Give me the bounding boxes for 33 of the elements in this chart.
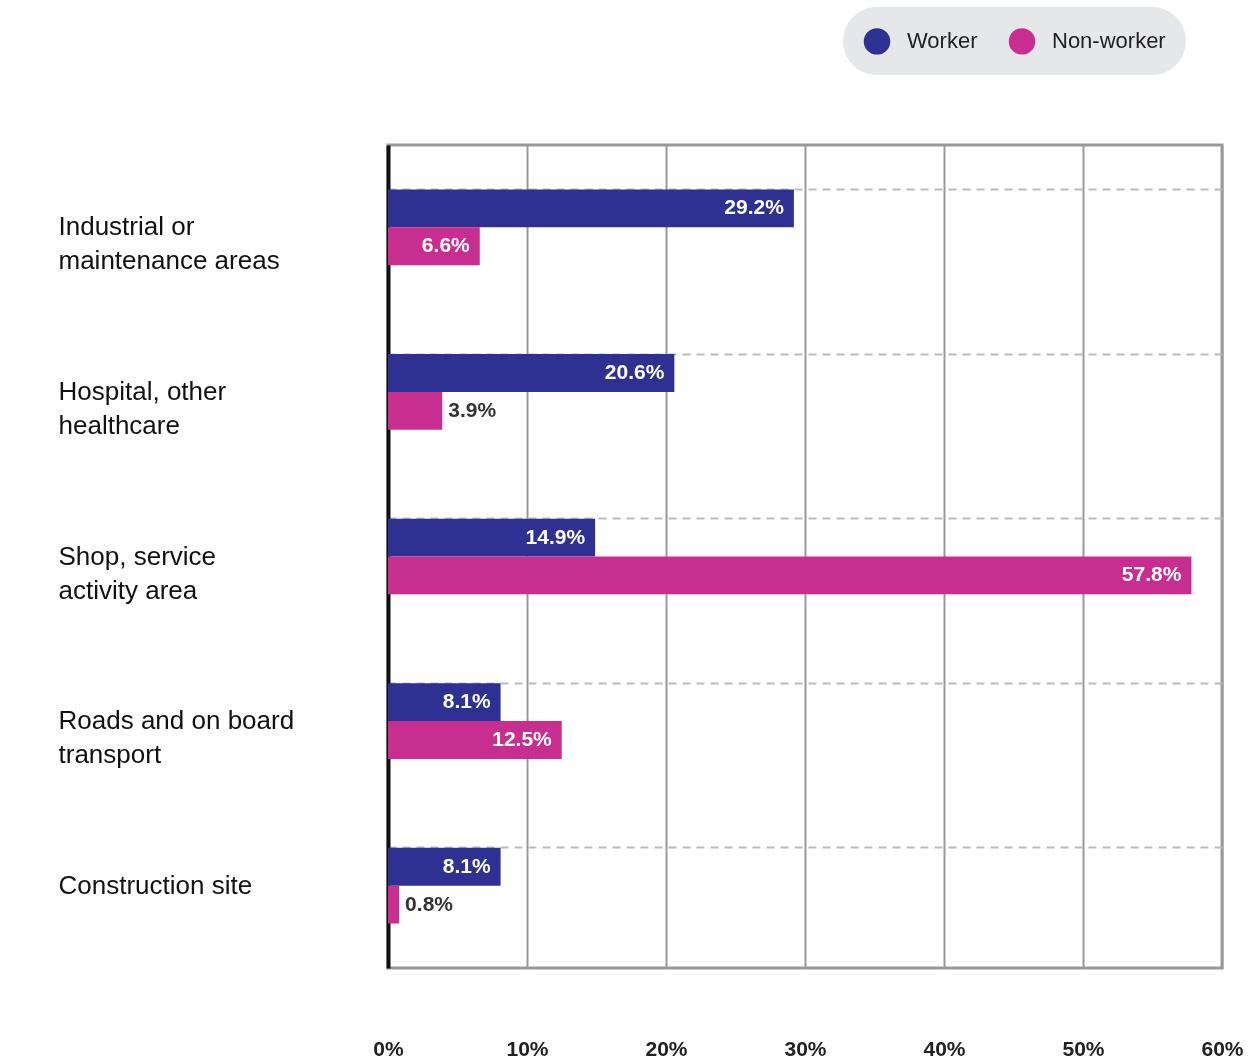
legend-label: Worker — [907, 28, 978, 54]
x-tick-label: 40% — [923, 1036, 966, 1060]
x-tick-label: 20% — [645, 1036, 688, 1060]
y-tick-label: Construction site — [58, 869, 253, 900]
legend-label: Non-worker — [1052, 28, 1166, 54]
bar — [388, 683, 501, 722]
y-tick-label: Hospital, other healthcare — [58, 375, 227, 440]
data-label: 29.2% — [724, 195, 785, 219]
y-tick-label: Shop, service activity area — [58, 540, 217, 605]
bar — [388, 354, 675, 392]
y-tick-label: Roads and on board transport — [58, 705, 295, 770]
x-tick-label: 50% — [1062, 1036, 1105, 1060]
bar — [388, 721, 562, 759]
x-tick-label: 30% — [784, 1036, 827, 1060]
x-tick-label: 0% — [373, 1036, 404, 1060]
data-label: 0.8% — [405, 891, 454, 915]
data-label: 57.8% — [1121, 562, 1182, 586]
data-label: 12.5% — [492, 727, 553, 751]
bar — [388, 885, 400, 924]
bar — [388, 847, 501, 886]
x-tick-label: 60% — [1201, 1036, 1244, 1060]
bar — [388, 189, 794, 228]
data-label: 6.6% — [421, 233, 471, 257]
data-label: 14.9% — [525, 524, 586, 548]
y-tick-label: Industrial or maintenance areas — [58, 211, 280, 276]
data-label: 8.1% — [442, 689, 491, 713]
x-tick-label: 10% — [506, 1036, 549, 1060]
data-label: 8.1% — [442, 853, 491, 877]
bar — [388, 556, 1192, 595]
data-label: 20.6% — [604, 359, 665, 383]
data-label: 3.9% — [448, 397, 497, 421]
bar — [388, 518, 596, 557]
bar — [388, 391, 443, 430]
